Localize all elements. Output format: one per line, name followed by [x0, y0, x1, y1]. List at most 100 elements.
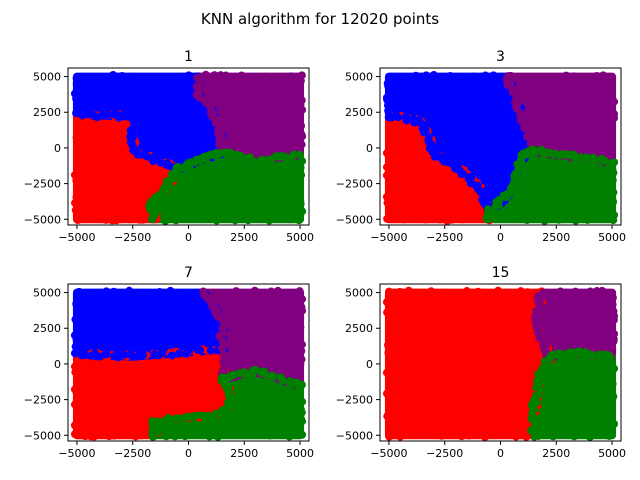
subplot-grid: 1−5000 −2500 0 2500 5000−5000−25000250050003… — [24, 49, 626, 460]
scatter-point — [581, 73, 590, 82]
y-tick-label: −5000 — [336, 429, 373, 442]
scatter-point — [589, 431, 598, 440]
scatter-point — [167, 351, 176, 360]
scatter-point — [166, 286, 175, 295]
scatter-point — [382, 389, 391, 398]
scatter-point — [79, 351, 88, 360]
scatter-point — [386, 186, 395, 195]
scatter-point — [462, 287, 471, 296]
scatter-point — [236, 429, 245, 438]
scatter-point — [297, 340, 306, 349]
scatter-point — [417, 430, 426, 439]
scatter-point — [607, 74, 616, 83]
subplot-4: 15 −5000 −2500 0 2500 5000 −5000 −2500 0 2500 5000 — [336, 265, 626, 460]
scatter-point — [483, 215, 492, 224]
scatter-point — [179, 414, 188, 423]
scatter-point — [224, 430, 233, 439]
scatter-point — [298, 306, 307, 315]
scatter-point — [75, 345, 84, 354]
scatter-point — [596, 350, 605, 359]
scatter-point — [382, 192, 391, 201]
scatter-point — [148, 431, 157, 440]
scatter-point — [297, 171, 306, 180]
x-tick-label: −2500 — [426, 231, 463, 244]
x-tick-label: 2500 — [230, 447, 258, 460]
scatter-point — [102, 350, 111, 359]
scatter-point — [392, 214, 401, 223]
scatter-point — [71, 206, 80, 215]
scatter-point — [102, 215, 111, 224]
scatter-point — [499, 430, 508, 439]
scatter-point — [158, 348, 167, 357]
scatter-point — [606, 376, 615, 385]
scatter-point — [179, 214, 188, 223]
scatter-point — [200, 291, 209, 300]
scatter-point — [586, 287, 595, 296]
scatter-point — [522, 216, 531, 225]
scatter-point — [402, 72, 411, 81]
y-tick-label: −5000 — [24, 213, 61, 226]
scatter-point — [120, 350, 129, 359]
scatter-point — [396, 432, 405, 441]
x-tick-label: 0 — [497, 447, 504, 460]
scatter-point — [461, 214, 470, 223]
scatter-point — [70, 430, 79, 439]
scatter-point — [545, 289, 554, 298]
scatter-point — [609, 188, 618, 197]
y-tick-label: 2500 — [33, 106, 61, 119]
y-tick-label: 2500 — [345, 106, 373, 119]
x-tick-label: −2500 — [114, 231, 151, 244]
x-tick-label: −5000 — [370, 447, 407, 460]
scatter-point — [197, 75, 206, 84]
scatter-point — [606, 91, 615, 100]
scatter-point — [468, 215, 477, 224]
scatter-point — [564, 214, 573, 223]
x-tick-label: −5000 — [58, 231, 95, 244]
scatter-point — [597, 154, 606, 163]
scatter-point — [286, 377, 295, 386]
scatter-point — [297, 414, 306, 423]
scatter-point — [294, 82, 303, 91]
scatter-point — [174, 290, 183, 299]
scatter-point — [200, 215, 209, 224]
scatter-point — [72, 108, 81, 117]
y-tick-label: −2500 — [336, 394, 373, 407]
scatter-point — [402, 115, 411, 124]
scatter-point — [571, 287, 580, 296]
scatter-point — [208, 412, 217, 421]
scatter-point — [237, 369, 246, 378]
scatter-point — [162, 73, 171, 82]
x-tick-label: 2500 — [542, 231, 570, 244]
scatter-point — [457, 432, 466, 441]
scatter-point — [286, 215, 295, 224]
scatter-point — [120, 430, 129, 439]
scatter-point — [383, 341, 392, 350]
scatter-point — [458, 169, 467, 178]
scatter-point — [383, 198, 392, 207]
scatter-point — [506, 71, 515, 80]
scatter-point — [523, 288, 532, 297]
scatter-point — [265, 431, 274, 440]
scatter-point — [145, 288, 154, 297]
scatter-point — [521, 73, 530, 82]
scatter-point — [293, 88, 302, 97]
scatter-point — [592, 71, 601, 80]
scatter-point — [234, 152, 243, 161]
scatter-point — [608, 176, 617, 185]
scatter-point — [383, 412, 392, 421]
scatter-point — [139, 351, 148, 360]
scatter-point — [92, 289, 101, 298]
scatter-point — [610, 158, 619, 167]
scatter-point — [161, 216, 170, 225]
y-tick-label: 5000 — [345, 71, 373, 84]
scatter-point — [273, 214, 282, 223]
scatter-point — [385, 422, 394, 431]
scatter-point — [522, 432, 531, 441]
scatter-point — [605, 386, 614, 395]
scatter-point — [530, 427, 539, 436]
scatter-point — [126, 72, 135, 81]
scatter-point — [287, 290, 296, 299]
points-green — [148, 365, 307, 441]
scatter-point — [386, 380, 395, 389]
y-tick-label: 5000 — [345, 287, 373, 300]
